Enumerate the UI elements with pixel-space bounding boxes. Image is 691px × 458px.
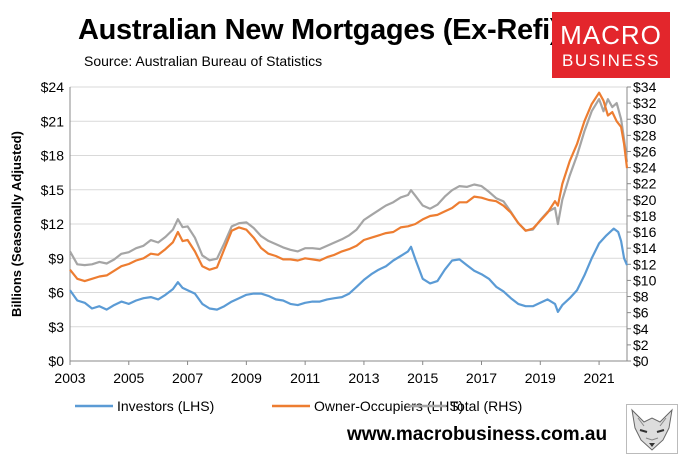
y-right-tick-label: $8: [633, 289, 649, 305]
x-tick-label: 2017: [466, 370, 497, 386]
y-right-tick-label: $32: [633, 95, 657, 111]
legend-label: Owner-Occupiers (LHS): [314, 398, 463, 414]
y-left-tick-label: $21: [41, 113, 65, 129]
y-left-tick-label: $18: [41, 148, 65, 164]
y-left-tick-label: $6: [48, 285, 64, 301]
series-line-1: [69, 91, 629, 283]
y-left-tick-label: $0: [48, 353, 64, 369]
fox-mascot-icon: [626, 404, 678, 454]
y-right-tick-label: $2: [633, 337, 649, 353]
y-right-tick-label: $26: [633, 143, 657, 159]
y-right-tick-label: $30: [633, 111, 657, 127]
x-tick-label: 2003: [54, 370, 85, 386]
y-axis-label: Billions (Seasonally Adjusted): [9, 131, 24, 317]
y-left-tick-label: $12: [41, 216, 65, 232]
legend-label: Total (RHS): [450, 398, 522, 414]
y-right-tick-label: $0: [633, 353, 649, 369]
y-left-tick-label: $15: [41, 182, 65, 198]
macrobusiness-logo: MACRO BUSINESS: [552, 12, 670, 78]
x-tick-label: 2021: [583, 370, 614, 386]
x-tick-label: 2013: [348, 370, 379, 386]
series-line-2: [69, 97, 629, 267]
axes: [69, 86, 631, 365]
y-right-tick-label: $18: [633, 208, 657, 224]
x-tick-label: 2005: [113, 370, 144, 386]
y-right-tick-label: $6: [633, 305, 649, 321]
x-tick-label: 2009: [231, 370, 262, 386]
y-right-tick-label: $24: [633, 160, 657, 176]
y-right-tick-label: $14: [633, 240, 657, 256]
y-right-tick-label: $28: [633, 127, 657, 143]
y-left-tick-label: $3: [48, 319, 64, 335]
chart-title: Australian New Mortgages (Ex-Refi): [78, 14, 560, 46]
x-tick-label: 2015: [407, 370, 438, 386]
logo-line-2: BUSINESS: [562, 51, 660, 70]
grid-lines: [70, 86, 627, 328]
x-tick-label: 2011: [290, 370, 320, 386]
x-tick-label: 2019: [525, 370, 556, 386]
y-right-tick-label: $20: [633, 192, 657, 208]
y-right-tick-label: $22: [633, 176, 657, 192]
series-line-0: [69, 227, 629, 313]
y-right-tick-label: $10: [633, 272, 657, 288]
y-right-tick-label: $4: [633, 321, 649, 337]
y-right-tick-label: $16: [633, 224, 657, 240]
legend-label: Investors (LHS): [117, 398, 214, 414]
logo-line-1: MACRO: [560, 20, 662, 50]
tick-labels: $0$3$6$9$12$15$18$21$24$0$2$4$6$8$10$12$…: [41, 79, 657, 386]
y-right-tick-label: $34: [633, 79, 657, 95]
website-url: www.macrobusiness.com.au: [347, 424, 608, 445]
y-left-tick-label: $24: [41, 79, 65, 95]
y-left-tick-label: $9: [48, 250, 64, 266]
chart-source: Source: Australian Bureau of Statistics: [84, 53, 323, 69]
series-lines: [69, 91, 629, 313]
chart-legend: Investors (LHS) Owner-Occupiers (LHS)Tota…: [75, 398, 522, 414]
y-right-tick-label: $12: [633, 256, 657, 272]
x-tick-label: 2007: [172, 370, 203, 386]
